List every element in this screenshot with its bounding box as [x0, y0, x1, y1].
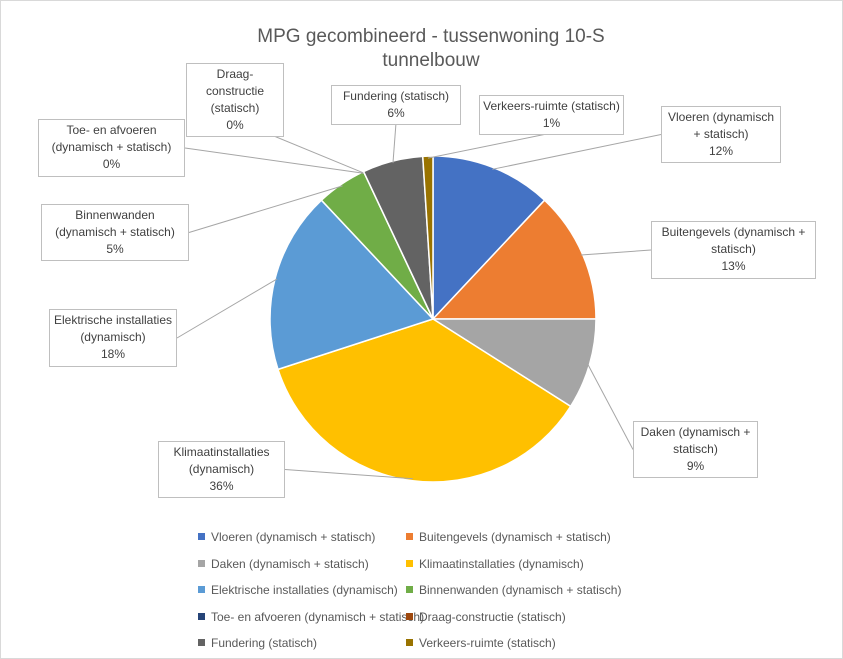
data-label-category: Verkeers-ruimte (statisch) — [483, 99, 620, 113]
data-label-value: 1% — [542, 116, 561, 130]
legend-label: Verkeers-ruimte (statisch) — [419, 636, 556, 650]
data-label: Toe- en afvoeren (dynamisch + statisch) 0… — [38, 119, 185, 177]
legend-swatch — [406, 533, 413, 540]
data-label-value: 36% — [209, 479, 234, 493]
legend-item: Daken (dynamisch + statisch) — [198, 557, 369, 571]
data-label: Klimaatinstallaties (dynamisch) 36% — [158, 441, 285, 498]
data-label-value: 18% — [100, 347, 126, 361]
pie-slice — [432, 155, 546, 321]
legend-item: Draag-constructie (statisch) — [406, 610, 566, 624]
data-label: Vloeren (dynamisch + statisch) 12% — [661, 106, 781, 163]
leader-line — [580, 249, 652, 256]
leader-line — [392, 122, 397, 164]
pie-slice — [431, 199, 597, 320]
data-label-category: Elektrische installaties (dynamisch) — [53, 313, 173, 344]
legend-label: Binnenwanden (dynamisch + statisch) — [419, 583, 622, 597]
leader-line — [587, 363, 634, 450]
chart-title: MPG gecombineerd - tussenwoning 10-S tun… — [257, 26, 605, 71]
legend-label: Draag-constructie (statisch) — [419, 609, 566, 624]
legend-label: Daken (dynamisch + statisch) — [211, 556, 369, 571]
data-label-value: 9% — [686, 459, 705, 473]
legend-item: Fundering (statisch) — [198, 636, 317, 650]
legend-item: Binnenwanden (dynamisch + statisch) — [406, 583, 621, 597]
legend-swatch — [198, 612, 205, 620]
legend-item: Buitengevels (dynamisch + statisch) — [406, 530, 611, 544]
legend-item: Klimaatinstallaties (dynamisch) — [406, 557, 584, 571]
data-label: Verkeers-ruimte (statisch) 1% — [479, 95, 624, 135]
data-label-category: Buitengevels (dynamisch + statisch) — [661, 225, 806, 256]
leader-line — [492, 134, 662, 170]
legend-label: Buitengevels (dynamisch + statisch) — [419, 530, 611, 544]
legend-item: Verkeers-ruimte (statisch) — [406, 636, 556, 650]
data-label-value: 6% — [387, 106, 405, 120]
leader-line — [176, 278, 278, 339]
legend-swatch — [406, 559, 413, 567]
legend-swatch — [198, 639, 205, 646]
leader-line — [427, 132, 552, 159]
pie-slice — [269, 199, 435, 371]
data-label-category: Vloeren (dynamisch + statisch) — [667, 110, 775, 141]
pie-slice — [421, 155, 434, 320]
legend-swatch — [198, 559, 205, 567]
leader-line — [188, 185, 343, 233]
leader-line — [184, 147, 365, 174]
data-label-category: Binnenwanden (dynamisch + statisch) — [55, 208, 175, 239]
data-label-category: Daken (dynamisch + statisch) — [640, 425, 751, 456]
legend-item: Vloeren (dynamisch + statisch) — [198, 530, 375, 544]
legend-label: Vloeren (dynamisch + statisch) — [211, 530, 376, 544]
legend-swatch — [406, 586, 413, 593]
legend-swatch — [198, 586, 205, 593]
leader-line — [284, 469, 413, 480]
legend-swatch — [406, 612, 413, 620]
data-label-value: 13% — [721, 259, 746, 273]
data-label: Binnenwanden (dynamisch + statisch) 5% — [41, 204, 189, 261]
data-label: Elektrische installaties (dynamisch) 18% — [49, 309, 177, 367]
legend-label: Fundering (statisch) — [211, 636, 318, 650]
data-label: Buitengevels (dynamisch + statisch) 13% — [651, 221, 816, 279]
pie-slice — [430, 318, 597, 408]
data-label-category: Klimaatinstallaties (dynamisch) — [173, 445, 270, 476]
data-label: Daken (dynamisch + statisch) 9% — [633, 421, 758, 478]
data-label-category: Draag-constructie (statisch) — [205, 67, 265, 115]
data-label-category: Fundering (statisch) — [342, 89, 450, 103]
legend-label: Toe- en afvoeren (dynamisch + statisch) — [211, 609, 425, 624]
data-label: Draag-constructie (statisch) 0% — [186, 63, 284, 137]
data-label: Fundering (statisch) 6% — [331, 85, 461, 125]
data-label-category: Toe- en afvoeren (dynamisch + statisch) — [51, 123, 172, 154]
legend-item: Toe- en afvoeren (dynamisch + statisch) — [198, 610, 424, 624]
data-label-value: 5% — [106, 242, 124, 256]
legend-item: Elektrische installaties (dynamisch) — [198, 583, 398, 597]
data-label-value: 0% — [226, 118, 244, 132]
pie-slice — [277, 318, 572, 483]
data-label-value: 12% — [708, 144, 734, 158]
legend-swatch — [198, 533, 205, 540]
legend-label: Elektrische installaties (dynamisch) — [211, 583, 398, 597]
legend-swatch — [406, 639, 413, 646]
data-label-value: 0% — [102, 157, 121, 171]
legend-label: Klimaatinstallaties (dynamisch) — [419, 556, 584, 571]
